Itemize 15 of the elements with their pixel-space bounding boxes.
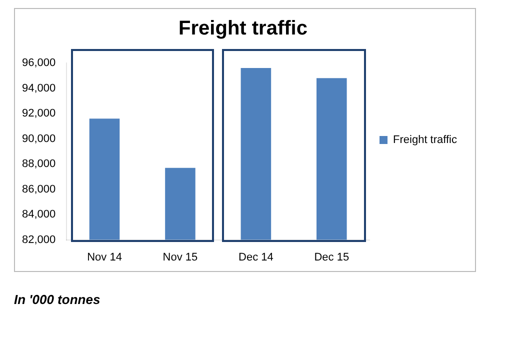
y-tick-label: 84,000 [22, 208, 56, 221]
chart-title: Freight traffic [178, 18, 308, 40]
y-tick-label: 92,000 [22, 108, 56, 120]
x-tick-label: Nov 14 [87, 251, 122, 264]
x-tick-label: Nov 15 [162, 251, 198, 264]
y-tick-label: 94,000 [22, 82, 56, 94]
text: In '000 tonnes [14, 292, 100, 307]
x-tick-label: Dec 14 [238, 251, 274, 264]
y-tick-label: 82,000 [22, 234, 56, 246]
y-tick-label: 88,000 [22, 158, 56, 170]
y-tick-label: 96,000 [22, 57, 56, 70]
legend-label: Freight traffic [393, 134, 458, 146]
x-tick-label: Dec 15 [314, 251, 350, 264]
y-tick-label: 90,000 [22, 132, 56, 145]
y-tick-label: 86,000 [22, 183, 56, 196]
